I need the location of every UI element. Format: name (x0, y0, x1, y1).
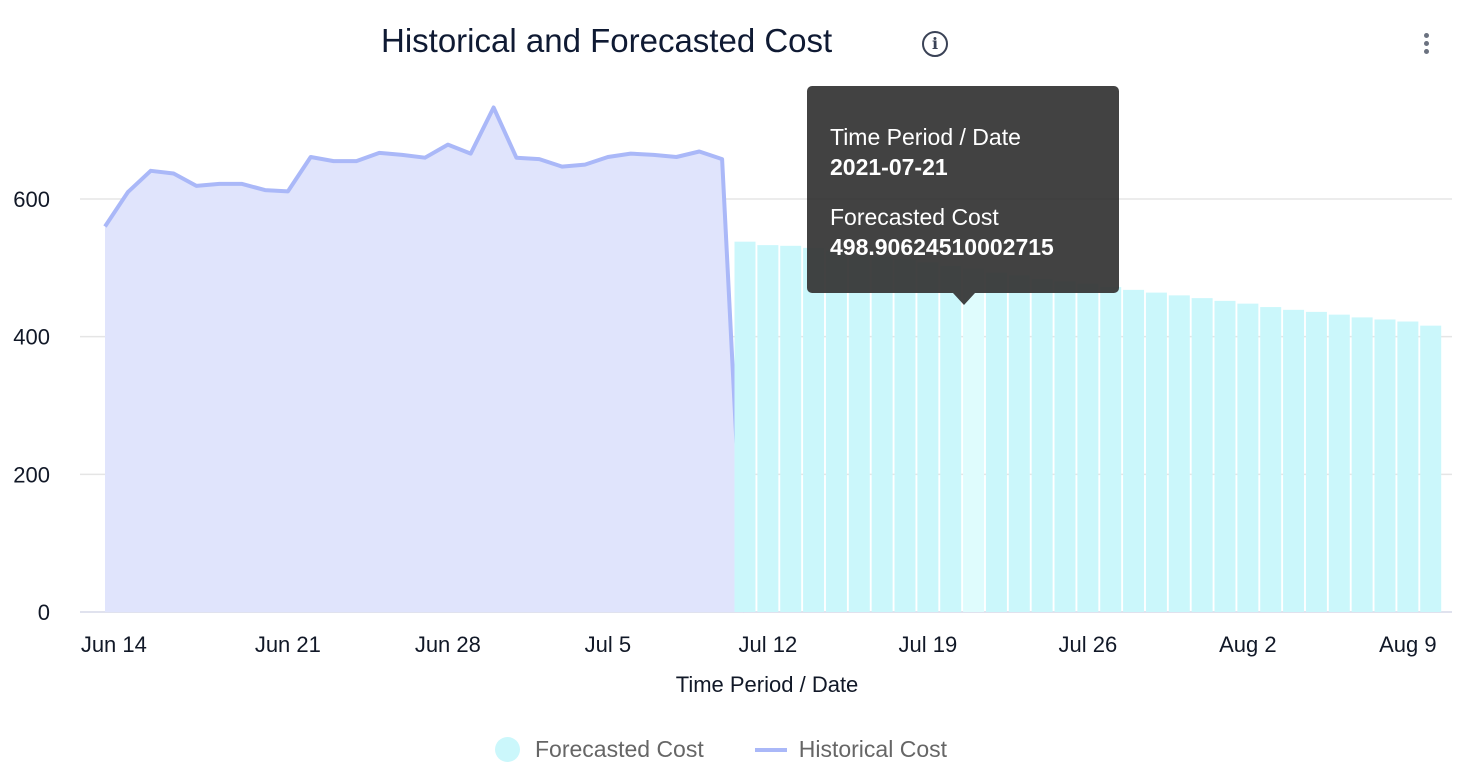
chart-title: Historical and Forecasted Cost (381, 22, 833, 59)
forecast-bar[interactable] (825, 250, 847, 612)
legend: Forecasted Cost Historical Cost (495, 736, 947, 763)
x-tick-label: Jul 12 (738, 632, 797, 657)
forecast-bar[interactable] (871, 256, 893, 612)
forecast-bar[interactable] (1214, 300, 1236, 612)
forecast-bar[interactable] (1031, 278, 1053, 612)
forecast-bar[interactable] (1351, 317, 1373, 612)
x-tick-label: Aug 9 (1379, 632, 1437, 657)
forecast-bar[interactable] (734, 241, 756, 612)
forecast-bar[interactable] (1374, 319, 1396, 612)
tooltip: Time Period / Date 2021-07-21 Forecasted… (807, 86, 1119, 305)
historical-line[interactable] (103, 105, 747, 613)
forecast-bar[interactable] (1283, 309, 1305, 612)
y-tick-label: 200 (13, 462, 50, 487)
x-tick-label: Jul 19 (898, 632, 957, 657)
x-tick-label: Jun 28 (415, 632, 481, 657)
forecast-bar[interactable] (1054, 281, 1076, 612)
forecast-bar[interactable] (940, 265, 962, 612)
forecast-bar[interactable] (1397, 321, 1419, 612)
forecast-bar[interactable] (917, 262, 939, 612)
y-tick-label: 400 (13, 325, 50, 350)
legend-forecast-marker[interactable] (495, 737, 520, 762)
historical-area (105, 107, 745, 612)
forecast-bar[interactable] (1420, 325, 1442, 612)
forecast-bar[interactable] (963, 268, 985, 612)
forecast-bar[interactable] (1123, 289, 1145, 612)
tooltip-y-value: 498.90624510002715 (830, 234, 1054, 260)
y-tick-label: 0 (38, 600, 50, 625)
legend-historical-marker[interactable] (754, 747, 787, 752)
x-tick-label: Jul 26 (1058, 632, 1117, 657)
forecast-bar[interactable] (1168, 295, 1190, 612)
x-tick-label: Jul 5 (585, 632, 631, 657)
forecast-bar[interactable] (1077, 283, 1099, 612)
forecast-bar[interactable] (894, 259, 916, 612)
forecast-bar[interactable] (1145, 292, 1167, 612)
tooltip-x-label: Time Period / Date (830, 124, 1021, 150)
forecast-bar[interactable] (1008, 275, 1030, 612)
forecast-bar[interactable] (848, 253, 870, 612)
x-axis-label: Time Period / Date (676, 672, 859, 697)
forecast-bar[interactable] (757, 245, 779, 612)
forecast-bar[interactable] (1100, 287, 1122, 612)
legend-forecast-label[interactable]: Forecasted Cost (535, 736, 704, 762)
forecast-bar[interactable] (1191, 298, 1213, 612)
info-circle-icon[interactable]: i (922, 31, 948, 57)
forecast-bar[interactable] (1237, 303, 1259, 612)
forecast-bar[interactable] (1305, 311, 1327, 612)
tooltip-y-label: Forecasted Cost (830, 204, 999, 230)
kebab-menu-icon[interactable] (1416, 30, 1436, 60)
x-tick-label: Aug 2 (1219, 632, 1277, 657)
forecast-bar[interactable] (780, 245, 802, 612)
legend-historical-label[interactable]: Historical Cost (798, 736, 948, 762)
x-tick-label: Jun 14 (81, 632, 147, 657)
y-tick-label: 600 (13, 187, 50, 212)
tooltip-x-value: 2021-07-21 (830, 154, 948, 180)
forecast-bar[interactable] (803, 247, 825, 612)
tooltip-arrow (953, 293, 975, 305)
forecast-bar[interactable] (1328, 314, 1350, 612)
forecast-bar[interactable] (985, 272, 1007, 612)
forecast-bar[interactable] (1260, 307, 1282, 612)
x-tick-label: Jun 21 (255, 632, 321, 657)
